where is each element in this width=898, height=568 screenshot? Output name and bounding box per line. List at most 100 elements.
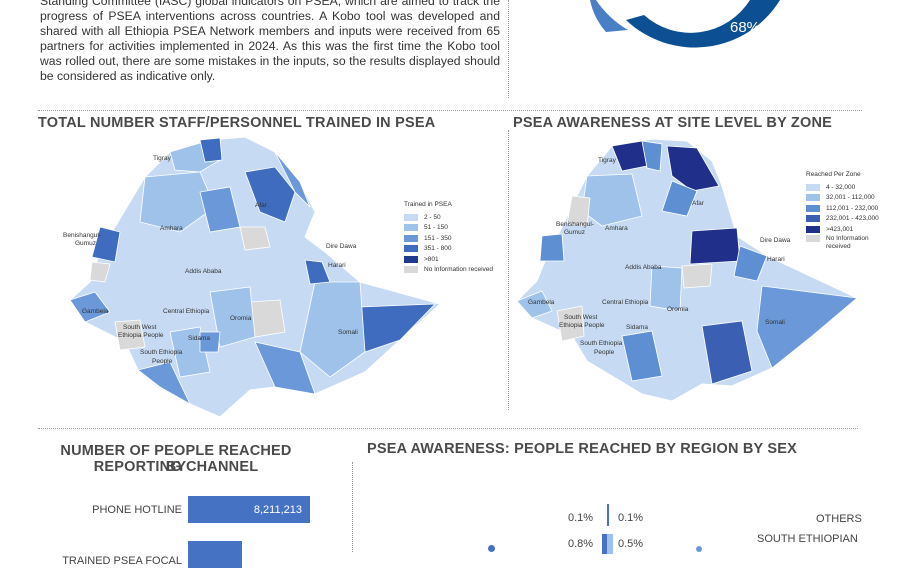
legend-label: 2 - 50 (424, 213, 441, 221)
region-oromia-mid (209, 286, 256, 348)
map2-label-oromia: Oromia (667, 306, 689, 313)
region-swe-grey (114, 319, 146, 351)
map2-label-se1: South Ethiopia (580, 340, 623, 347)
map2-label-afar: Afar (692, 200, 705, 207)
map2-label-addis: Addis Ababa (625, 264, 662, 271)
map2-label-sidama: Sidama (626, 324, 648, 331)
legend-label: 351 - 800 (424, 245, 452, 253)
map1-label-addis: Addis Ababa (185, 268, 222, 275)
legend-row: 351 - 800 (404, 244, 493, 255)
map-awareness: Tigray Afar Amhara Benishangul- Gumuz Di… (516, 138, 858, 402)
legend-row: 151 - 350 (404, 233, 493, 244)
map2-label-swe1: South West (564, 314, 598, 321)
legend-row: 112,001 - 232,000 (806, 203, 879, 214)
legend-label: 32,001 - 112,000 (826, 194, 875, 202)
sex-center-bar (607, 504, 609, 526)
region-somali-dark (359, 303, 436, 353)
region-oromia-south (254, 341, 316, 395)
region-grey-2 (89, 261, 111, 283)
legend-swatch (404, 213, 418, 221)
map-awareness-legend-title: Reached Per Zone (806, 171, 861, 178)
legend-row: >801 (404, 254, 493, 265)
legend-swatch (404, 255, 418, 263)
legend-swatch (404, 234, 418, 242)
legend-row: No Information received (404, 265, 493, 276)
zone-gambela-mid (516, 290, 553, 319)
sex-chart-title: PSEA AWARENESS: PEOPLE REACHED BY REGION… (367, 441, 797, 457)
donut-ring (590, 0, 780, 48)
zone-direDawa-dark (689, 227, 741, 265)
map2-label-gambela: Gambela (528, 299, 555, 306)
sex-region-label: OTHERS (816, 513, 862, 525)
legend-row: 32,001 - 112,000 (806, 193, 879, 204)
map1-label-se2: People (152, 358, 173, 365)
top-vertical-divider (508, 0, 509, 98)
legend-label: 112,001 - 232,000 (826, 204, 879, 212)
region-sidama (199, 331, 221, 353)
region-south-dark (137, 361, 191, 405)
channel-bar (188, 541, 242, 568)
divider-middle (38, 428, 858, 429)
region-amhara-mid (139, 171, 216, 233)
legend-swatch (806, 215, 820, 223)
bottom-vertical-divider (352, 462, 353, 552)
map1-label-swe1: South West (123, 324, 157, 331)
legend-label: >423,001 (826, 225, 854, 233)
sex-right-pct: 0.1% (618, 512, 644, 524)
channel-bar-row: TRAINED PSEA FOCAL (42, 541, 242, 568)
sex-right-pct: 0.5% (618, 538, 644, 550)
map-awareness-legend: Reached Per Zone 4 - 32,000 32,001 - 112… (806, 171, 879, 251)
legend-label: 51 - 150 (424, 224, 448, 232)
map-trained-legend: Trained in PSEA 2 - 50 51 - 150 151 - 35… (404, 201, 493, 275)
map1-label-gumuz: Gumuz (75, 240, 96, 247)
zone-oromia-dark (701, 320, 753, 385)
legend-swatch (806, 225, 820, 233)
channel-bar-label: TRAINED PSEA FOCAL (62, 554, 182, 567)
map1-label-amhara: Amhara (160, 225, 183, 232)
zone-afar-dark (666, 145, 720, 192)
map2-label-harari: Harari (767, 256, 785, 263)
zone-swe-grey (556, 305, 585, 342)
map1-label-diredawa: Dire Dawa (326, 243, 357, 250)
map2-label-benishangul: Benishangul- (556, 221, 594, 228)
map1-label-central: Central Ethiopia (163, 308, 210, 315)
legend-label: No Information received (424, 266, 494, 274)
map1-label-afar: Afar (255, 202, 268, 209)
map2-label-gumuz: Gumuz (564, 229, 585, 236)
region-grey-1 (239, 226, 271, 251)
donut-value-label: 68% (730, 19, 760, 36)
region-afar-mid (274, 151, 311, 208)
legend-swatch (404, 266, 418, 274)
sex-left-pct: 0.1% (568, 512, 594, 524)
zone-se-mid (621, 330, 663, 382)
sex-marker-dot (696, 546, 702, 552)
zone-grey-2 (681, 263, 713, 289)
channel-chart-title-2: REPORTING CHANNEL (93, 459, 259, 475)
map2-label-somali: Somali (765, 319, 785, 326)
map1-label-swe2: Ethiopia People (118, 332, 164, 339)
legend-row: 4 - 32,000 (806, 182, 879, 193)
region-benishangul (91, 226, 121, 263)
map1-label-benishangul: Benishangul- (63, 232, 101, 239)
zone-harari-mid (733, 245, 768, 282)
region-afar-dark (244, 166, 296, 223)
donut-chart: 68% (590, 0, 780, 48)
sex-left-pct: 0.8% (568, 538, 594, 550)
donut-main-segment (626, 0, 780, 48)
legend-swatch (404, 245, 418, 253)
zone-tigray-mid (641, 140, 663, 172)
channel-chart-title-1: NUMBER OF PEOPLE REACHED BY (60, 443, 292, 475)
region-gambela (69, 291, 111, 323)
legend-label: No Information received (826, 234, 869, 250)
map2-label-amhara: Amhara (605, 225, 628, 232)
middle-vertical-divider (508, 130, 509, 410)
zone-somali-mid (756, 285, 858, 369)
zone-amhara-light (581, 173, 643, 227)
legend-row: >423,001 (806, 224, 879, 235)
map-trained-legend-title: Trained in PSEA (404, 201, 452, 208)
legend-swatch (806, 204, 820, 212)
legend-row: No Information received (806, 234, 879, 251)
divider-top (38, 110, 862, 111)
legend-label: 232,001 - 423,000 (826, 215, 879, 223)
map-trained: Tigray Afar Amhara Benishangul- Gumuz Di… (63, 136, 440, 418)
